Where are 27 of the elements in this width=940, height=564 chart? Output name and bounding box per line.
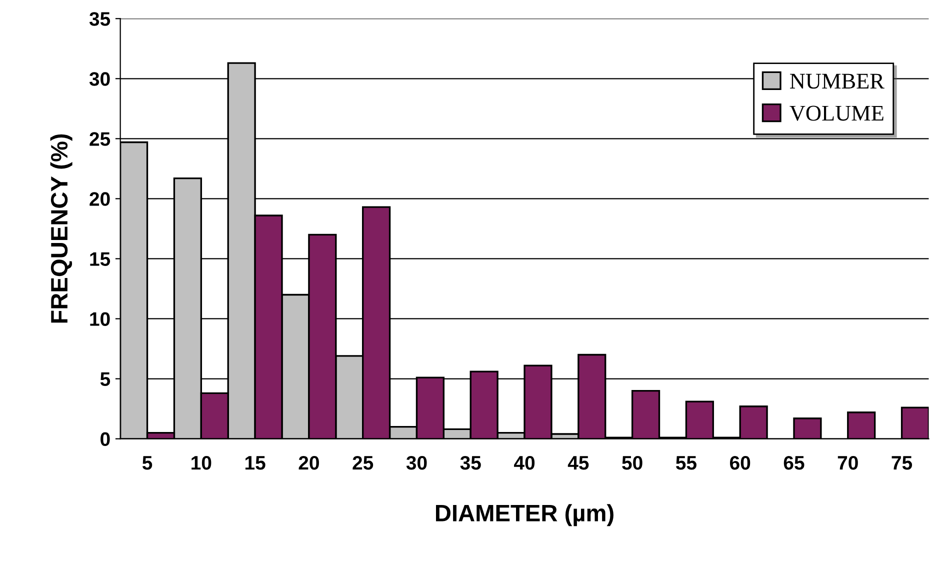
- y-axis-title: FREQUENCY (%): [50, 134, 72, 323]
- x-tick-label: 30: [406, 456, 427, 470]
- x-tick-label: 40: [514, 456, 535, 470]
- x-tick-label: 50: [622, 456, 642, 470]
- x-tick-label: 70: [838, 456, 858, 470]
- legend-label: VOLUME: [790, 106, 884, 121]
- y-tick-label: 15: [90, 252, 110, 266]
- y-tick-label: 35: [89, 12, 110, 26]
- x-tick-label: 65: [784, 456, 804, 470]
- x-tick-label: 15: [245, 456, 266, 470]
- x-tick-label: 55: [676, 456, 696, 470]
- x-tick-label: 20: [298, 456, 319, 470]
- x-tick-label: 75: [892, 456, 912, 470]
- x-tick-label: 60: [730, 456, 750, 470]
- y-tick-label: 10: [90, 312, 110, 326]
- y-tick-label: 20: [90, 192, 110, 206]
- legend-label: NUMBER: [790, 74, 884, 89]
- x-tick-label: 35: [460, 456, 481, 470]
- y-tick-label: 5: [100, 372, 110, 386]
- x-axis-title: DIAMETER (µm): [436, 504, 614, 526]
- x-tick-label: 45: [568, 456, 589, 470]
- y-tick-label: 30: [89, 72, 110, 86]
- x-tick-label: 10: [192, 456, 212, 470]
- y-tick-label: 25: [90, 132, 110, 146]
- x-tick-label: 5: [142, 456, 152, 470]
- x-tick-label: 25: [352, 456, 374, 470]
- y-tick-label: 0: [100, 432, 110, 446]
